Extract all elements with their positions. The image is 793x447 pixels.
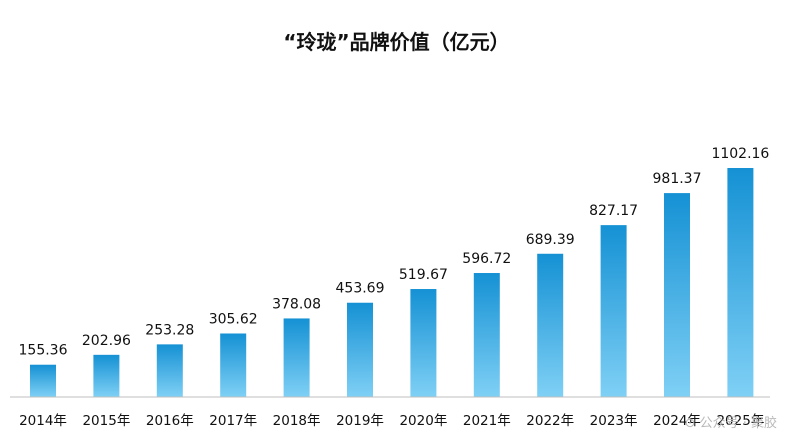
bar-2021年	[473, 273, 500, 397]
bar-2016年	[156, 344, 183, 397]
bar-2019年	[347, 302, 373, 397]
bar-2015年	[93, 354, 120, 397]
x-tick-label: 2018年	[273, 413, 321, 429]
bar-2014年	[30, 364, 56, 397]
labels-group: 155.36 2014年 202.96 2015年 253.28 2016年 305.62 2…	[19, 146, 770, 429]
x-tick-label: 2022年	[526, 413, 574, 429]
data-label: 689.39	[526, 232, 575, 248]
x-tick-label: 2015年	[82, 413, 130, 429]
x-tick-label: 2023年	[590, 413, 638, 429]
x-tick-label: 2019年	[336, 413, 384, 429]
data-label: 202.96	[82, 333, 131, 349]
data-label: 596.72	[462, 251, 511, 267]
data-label: 1102.16	[711, 146, 769, 162]
x-tick-label: 2025年	[716, 413, 764, 429]
data-label: 305.62	[209, 312, 258, 328]
data-label: 981.37	[653, 171, 702, 187]
chart-title: “玲珑”品牌价值（亿元）	[283, 30, 510, 54]
bar-2017年	[220, 333, 247, 397]
bar-2023年	[600, 225, 627, 397]
bar-2025年	[727, 168, 754, 397]
data-label: 378.08	[272, 296, 321, 312]
data-label: 453.69	[336, 281, 385, 297]
x-tick-label: 2020年	[399, 413, 447, 429]
data-label: 827.17	[589, 203, 638, 219]
x-tick-label: 2024年	[653, 413, 701, 429]
data-label: 155.36	[19, 343, 68, 359]
x-tick-label: 2016年	[146, 413, 194, 429]
bar-2020年	[410, 289, 437, 397]
data-label: 519.67	[399, 267, 448, 283]
bar-2022年	[537, 253, 564, 397]
x-tick-label: 2014年	[19, 413, 67, 429]
bars-group	[30, 168, 754, 397]
bar-2024年	[664, 193, 690, 397]
x-tick-label: 2017年	[209, 413, 257, 429]
watermark-text: ⊙ 公众号 · 聚胶	[684, 416, 777, 431]
data-label: 253.28	[145, 322, 194, 338]
bar-2018年	[283, 318, 310, 397]
x-tick-label: 2021年	[463, 413, 511, 429]
